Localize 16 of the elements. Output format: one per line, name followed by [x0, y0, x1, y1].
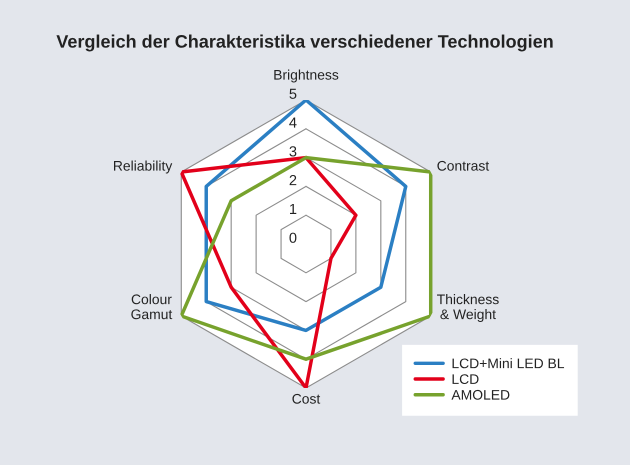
spoke-label: Brightness — [274, 70, 338, 82]
legend-label: LCD+Mini LED BL — [452, 358, 564, 368]
legend-label: AMOLED — [451, 390, 510, 400]
y-tick-label: 3 — [289, 146, 296, 157]
y-tick-label: 4 — [289, 118, 297, 128]
y-tick-label: 0 — [289, 232, 296, 243]
spoke-label: Reliability — [114, 160, 172, 174]
y-tick-label: 5 — [289, 88, 296, 99]
chart-title: Vergleich der Charakteristika verschiedener Technologien — [56, 34, 553, 52]
spoke-label: Contrast — [437, 160, 490, 171]
y-tick-label: 1 — [290, 204, 296, 214]
spoke-label: Thickness & Weight — [437, 294, 499, 322]
y-tick-label: 2 — [290, 174, 296, 186]
spoke-label: Cost — [292, 394, 320, 404]
legend-label: LCD — [452, 374, 479, 384]
spoke-label: Colour Gamut — [131, 294, 172, 320]
